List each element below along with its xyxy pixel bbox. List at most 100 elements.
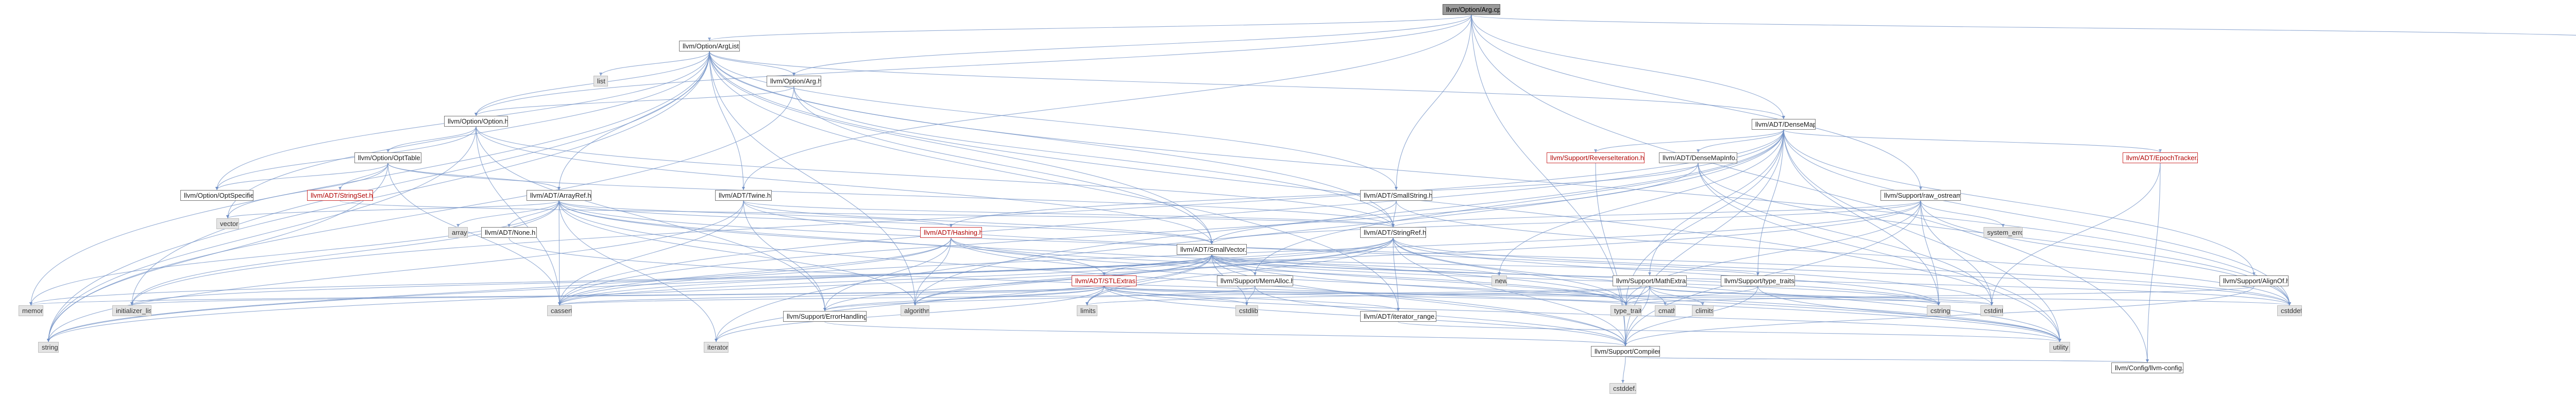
include-edge bbox=[951, 163, 1699, 228]
node-label: cstdint bbox=[1984, 307, 2003, 315]
node-cstring[interactable]: cstring bbox=[1927, 305, 1951, 316]
node-label: string bbox=[42, 343, 58, 351]
node-system-error[interactable]: system_error bbox=[1984, 227, 2023, 238]
node-hashing-h[interactable]: llvm/ADT/Hashing.h bbox=[920, 227, 982, 238]
node-label: iterator bbox=[707, 343, 728, 351]
node-climits[interactable]: climits bbox=[1692, 305, 1714, 316]
include-edge bbox=[1087, 237, 1394, 306]
edge-arrowhead bbox=[1210, 241, 1213, 244]
include-edge bbox=[30, 286, 1105, 306]
node-errorhandling-h[interactable]: llvm/Support/ErrorHandling.h bbox=[783, 311, 867, 322]
node-new[interactable]: new bbox=[1492, 275, 1507, 286]
include-edge bbox=[743, 14, 1472, 191]
include-edge bbox=[1211, 254, 1500, 276]
node-epochtracker-h[interactable]: llvm/ADT/EpochTracker.h bbox=[2123, 152, 2198, 163]
include-edge bbox=[559, 200, 744, 306]
node-string[interactable]: string bbox=[38, 342, 59, 353]
include-edge bbox=[709, 51, 916, 306]
include-edge bbox=[1625, 286, 2255, 306]
node-raw-ostream-h[interactable]: llvm/Support/raw_ostream.h bbox=[1880, 190, 1961, 201]
node-option-h[interactable]: llvm/Option/Option.h bbox=[444, 116, 508, 127]
node-none-h[interactable]: llvm/ADT/None.h bbox=[481, 227, 537, 238]
node-label: llvm/Support/AlignOf.h bbox=[2223, 277, 2289, 285]
node-label: llvm/ADT/Twine.h bbox=[719, 192, 771, 199]
include-edge bbox=[558, 200, 717, 342]
node-stlextras-h[interactable]: llvm/ADT/STLExtras.h bbox=[1072, 275, 1137, 286]
edge-arrowhead bbox=[715, 339, 718, 342]
include-edge bbox=[1625, 200, 1921, 306]
node-label: cmath bbox=[1658, 307, 1675, 315]
edge-arrowhead bbox=[2058, 339, 2061, 342]
node-memalloc-h[interactable]: llvm/Support/MemAlloc.h bbox=[1217, 275, 1293, 286]
node-memory[interactable]: memory bbox=[19, 305, 43, 316]
node-utility[interactable]: utility bbox=[2049, 342, 2070, 353]
node-limits[interactable]: limits bbox=[1077, 305, 1097, 316]
node-vector[interactable]: vector bbox=[216, 218, 239, 229]
include-edge bbox=[216, 163, 388, 191]
node-label: list bbox=[597, 77, 605, 85]
include-edge bbox=[951, 237, 1939, 306]
include-edge bbox=[131, 51, 710, 306]
node-label: llvm/Support/ErrorHandling.h bbox=[787, 313, 867, 320]
include-edge bbox=[1471, 14, 1921, 191]
node-cstdint[interactable]: cstdint bbox=[1980, 305, 2003, 316]
node-stringset-h[interactable]: llvm/ADT/StringSet.h bbox=[307, 190, 373, 201]
edge-arrowhead bbox=[1648, 272, 1651, 275]
include-edge bbox=[559, 237, 952, 306]
node-array[interactable]: array bbox=[448, 227, 468, 238]
node-cstddef[interactable]: cstddef bbox=[2277, 305, 2302, 316]
node-compiler-h[interactable]: llvm/Support/Compiler.h bbox=[1591, 346, 1660, 357]
node-cstddef-dot-h[interactable]: cstddef.h bbox=[1609, 383, 1636, 394]
node-stringref-h[interactable]: llvm/ADT/StringRef.h bbox=[1360, 227, 1426, 238]
include-edge bbox=[743, 200, 1212, 245]
include-edge bbox=[743, 200, 825, 312]
include-edge bbox=[558, 200, 952, 228]
node-iterator[interactable]: iterator bbox=[704, 342, 728, 353]
node-smallvector-h[interactable]: llvm/ADT/SmallVector.h bbox=[1177, 244, 1247, 255]
include-edge bbox=[709, 51, 2290, 306]
node-label: llvm/ADT/ArrayRef.h bbox=[530, 192, 591, 199]
node-type-traits[interactable]: type_traits bbox=[1611, 305, 1641, 316]
include-edge bbox=[1393, 237, 1626, 306]
node-reverseiteration-h[interactable]: llvm/Support/ReverseIteration.h bbox=[1547, 152, 1645, 163]
edge-arrowhead bbox=[474, 113, 478, 116]
include-edge bbox=[1625, 286, 2255, 347]
node-algorithm[interactable]: algorithm bbox=[901, 305, 929, 316]
node-alignof-h[interactable]: llvm/Support/AlignOf.h bbox=[2219, 275, 2289, 286]
edge-arrowhead bbox=[130, 302, 133, 305]
include-edge bbox=[131, 254, 1212, 306]
node-arrayref-h[interactable]: llvm/ADT/ArrayRef.h bbox=[527, 190, 591, 201]
node-initializer-list[interactable]: initializer_list bbox=[112, 305, 151, 316]
node-llvm-config-h[interactable]: llvm/Config/llvm-config.h bbox=[2111, 362, 2183, 373]
include-edge bbox=[1211, 200, 1921, 245]
edge-arrowhead bbox=[386, 149, 389, 152]
include-edge bbox=[1396, 200, 2290, 306]
node-cmath[interactable]: cmath bbox=[1655, 305, 1675, 316]
node-list[interactable]: list bbox=[594, 76, 608, 86]
node-twine-h[interactable]: llvm/ADT/Twine.h bbox=[715, 190, 772, 201]
node-densemapinfo-h[interactable]: llvm/ADT/DenseMapInfo.h bbox=[1659, 152, 1737, 163]
edge-arrowhead bbox=[2159, 149, 2162, 152]
node-smallstring-h[interactable]: llvm/ADT/SmallString.h bbox=[1360, 190, 1432, 201]
node-label: algorithm bbox=[904, 307, 929, 315]
include-edge bbox=[1471, 14, 1784, 119]
node-arg-h[interactable]: llvm/Option/Arg.h bbox=[767, 76, 821, 86]
node-densemap-h[interactable]: llvm/ADT/DenseMap.h bbox=[1752, 119, 1816, 130]
node-optspecifier-h[interactable]: llvm/Option/OptSpecifier.h bbox=[180, 190, 253, 201]
node-opttable-h[interactable]: llvm/Option/OptTable.h bbox=[354, 152, 421, 163]
edge-arrowhead bbox=[2002, 224, 2005, 227]
include-edge bbox=[1104, 286, 1399, 312]
include-edge bbox=[709, 51, 794, 76]
node-cassert[interactable]: cassert bbox=[547, 305, 572, 316]
node-arg-cpp[interactable]: llvm/Option/Arg.cpp bbox=[1443, 4, 1500, 15]
edge-arrowhead bbox=[1086, 302, 1089, 305]
node-mathextras-h[interactable]: llvm/Support/MathExtras.h bbox=[1613, 275, 1687, 286]
include-edge bbox=[457, 200, 560, 228]
node-iterator-range-h[interactable]: llvm/ADT/iterator_range.h bbox=[1360, 311, 1436, 322]
node-cstdlib[interactable]: cstdlib bbox=[1235, 305, 1258, 316]
include-edge bbox=[1211, 254, 1758, 276]
include-edge bbox=[558, 200, 2290, 306]
include-edge bbox=[476, 126, 1212, 245]
node-type-traits-h[interactable]: llvm/Support/type_traits.h bbox=[1721, 275, 1795, 286]
node-arglist-h[interactable]: llvm/Option/ArgList.h bbox=[679, 41, 740, 51]
